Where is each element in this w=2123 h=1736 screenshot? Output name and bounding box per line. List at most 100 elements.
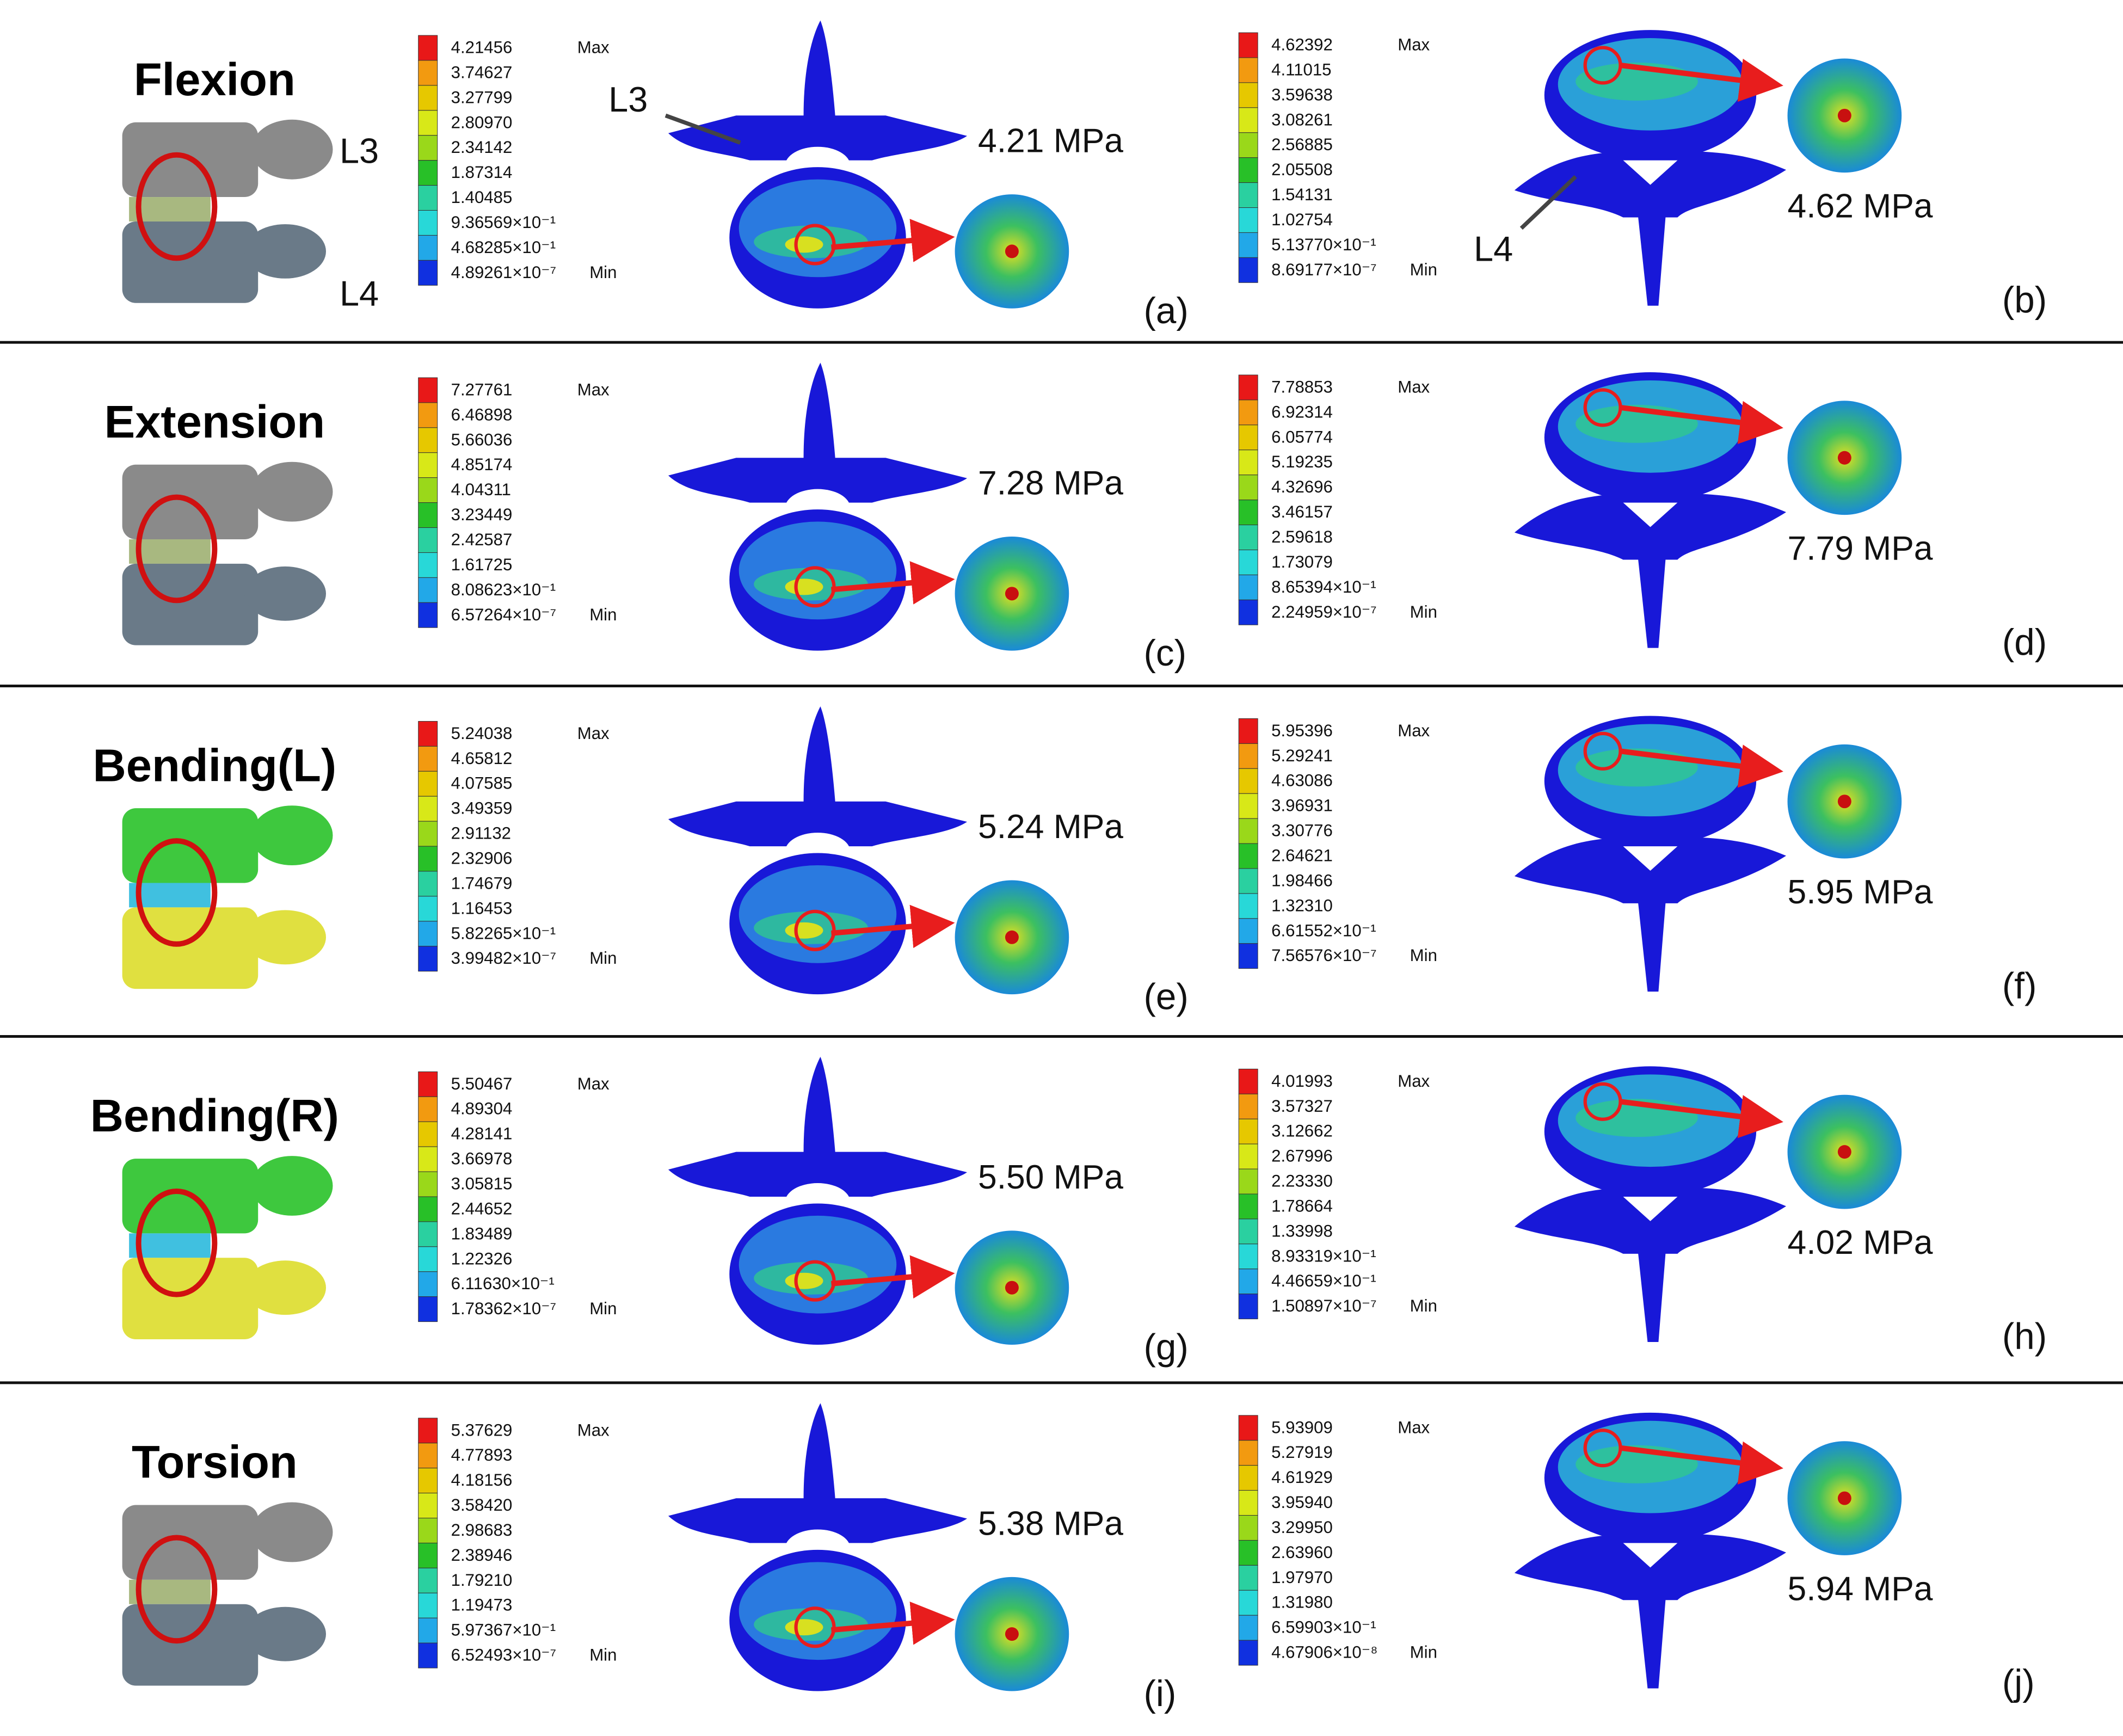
legend-value: 4.89304 — [451, 1099, 513, 1118]
legend-swatch — [418, 1617, 438, 1643]
zoom-peak — [1837, 1491, 1851, 1505]
legend-value: 2.42587 — [451, 530, 513, 549]
legend-swatch — [1238, 1143, 1258, 1169]
legend-swatch — [1238, 1118, 1258, 1144]
legend-max: Max — [577, 1420, 610, 1439]
pointer-arrow — [1620, 1441, 1783, 1485]
legend-value: 2.05508 — [1271, 160, 1333, 179]
pointer-arrow — [831, 561, 955, 605]
legend-swatch — [418, 502, 438, 528]
legend-value: 6.46898 — [451, 405, 513, 424]
legend-swatch — [418, 1418, 438, 1444]
foramen — [1623, 160, 1678, 185]
disc — [129, 883, 211, 908]
lower-vertebra — [122, 1604, 259, 1686]
legend-min: Min — [1410, 1643, 1437, 1662]
legend-value: 3.27799 — [451, 88, 513, 107]
spinous-process — [1636, 204, 1667, 306]
legend-swatch — [1238, 718, 1258, 744]
legend-swatch — [1238, 574, 1258, 600]
upper-process — [251, 1156, 333, 1216]
legend-swatch — [418, 235, 438, 261]
legend-min: Min — [589, 949, 617, 968]
legend-swatch — [1238, 1465, 1258, 1491]
legend-swatch — [418, 1443, 438, 1469]
vertebra — [1514, 1412, 1787, 1689]
legend-value: 2.91132 — [451, 824, 511, 843]
legend-swatch — [1238, 232, 1258, 258]
icon-label: L4 — [340, 274, 379, 313]
legend-value: 6.11630×10⁻¹ — [451, 1274, 555, 1293]
upper-process — [251, 805, 333, 866]
legend-value: 5.66036 — [451, 430, 513, 449]
legend-max: Max — [577, 724, 610, 743]
legend-value: 1.16453 — [451, 898, 513, 918]
load-case-label: Flexion — [134, 53, 296, 105]
peak-stress: 7.79 MPa — [1788, 530, 1933, 567]
legend-value: 1.73079 — [1271, 552, 1333, 571]
legend-value: 3.49359 — [451, 799, 513, 818]
panel-letter: (a) — [1143, 291, 1188, 331]
peak-stress: 5.94 MPa — [1788, 1570, 1933, 1608]
transverse-process — [668, 801, 968, 847]
pointer-arrow — [1620, 401, 1783, 445]
legend-swatch — [418, 1518, 438, 1543]
legend-min: Min — [1410, 260, 1437, 279]
legend-min: Min — [1410, 602, 1437, 621]
legend-swatch — [1238, 793, 1258, 819]
motion-icon — [122, 461, 333, 645]
legend-swatch — [418, 921, 438, 947]
legend-value: 3.29950 — [1271, 1518, 1333, 1537]
legend-value: 3.12662 — [1271, 1122, 1333, 1141]
legend-swatch — [418, 1592, 438, 1618]
legend-swatch — [418, 377, 438, 403]
stress-spot — [785, 922, 823, 939]
panel-letter: (e) — [1143, 977, 1188, 1018]
legend-swatch — [418, 527, 438, 553]
legend-value: 2.23330 — [1271, 1172, 1333, 1191]
foramen — [1623, 1196, 1678, 1221]
legend-value: 3.99482×10⁻⁷ — [451, 949, 556, 968]
lower-process — [244, 566, 327, 621]
legend-value: 2.56885 — [1271, 135, 1333, 154]
legend-value: 5.37629 — [451, 1420, 513, 1439]
legend-value: 4.21456 — [451, 38, 513, 57]
legend-swatch — [1238, 1193, 1258, 1220]
legend-value: 2.24959×10⁻⁷ — [1271, 602, 1376, 621]
legend-value: 2.64621 — [1271, 846, 1333, 865]
legend-swatch — [1238, 549, 1258, 575]
vertebra — [668, 1403, 968, 1691]
level-label: L3 — [608, 79, 648, 119]
legend-swatch — [1238, 599, 1258, 625]
legend-swatch — [418, 35, 438, 61]
legend-swatch — [1238, 1515, 1258, 1541]
legend-value: 6.92314 — [1271, 402, 1333, 421]
legend-swatch — [418, 1246, 438, 1272]
legend-swatch — [418, 1493, 438, 1519]
legend-value: 5.82265×10⁻¹ — [451, 924, 556, 943]
spinous-process — [803, 1403, 837, 1519]
legend-value: 9.36569×10⁻¹ — [451, 213, 556, 232]
legend-value: 2.63960 — [1271, 1543, 1333, 1562]
legend-swatch — [418, 771, 438, 797]
legend-value: 4.68285×10⁻¹ — [451, 238, 556, 257]
legend-value: 3.05815 — [451, 1174, 513, 1193]
zoom-peak — [1005, 930, 1019, 944]
rotation-arrow — [136, 494, 218, 604]
legend-swatch — [418, 427, 438, 453]
legend-value: 3.95940 — [1271, 1493, 1333, 1512]
legend-value: 5.19235 — [1271, 452, 1333, 471]
vertebra — [1514, 372, 1787, 648]
legend-swatch — [1238, 1615, 1258, 1641]
legend-swatch — [418, 1542, 438, 1568]
legend-max: Max — [1398, 721, 1430, 740]
legend-swatch — [418, 946, 438, 972]
legend-value: 4.65812 — [451, 749, 513, 768]
legend-value: 1.19473 — [451, 1596, 513, 1615]
legend-swatch — [418, 185, 438, 211]
lower-process — [244, 1606, 327, 1661]
peak-stress: 5.24 MPa — [978, 808, 1123, 846]
legend-value: 5.27919 — [1271, 1443, 1333, 1462]
legend-swatch — [418, 1071, 438, 1097]
